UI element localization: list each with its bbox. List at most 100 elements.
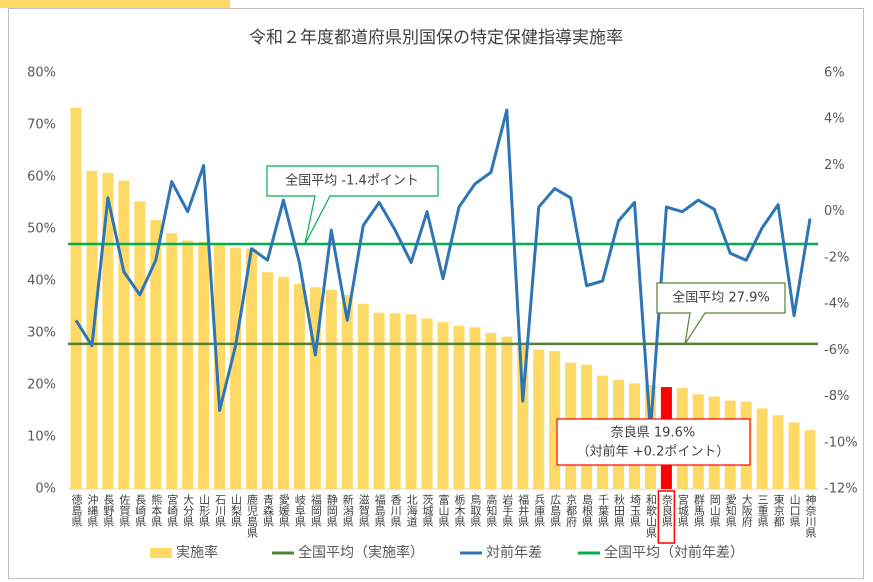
bar xyxy=(804,430,816,489)
x-tick-label: 茨城県 xyxy=(421,493,434,528)
x-tick-label: 広島県 xyxy=(549,494,562,528)
bar xyxy=(373,312,385,489)
x-tick-label: 栃木県 xyxy=(453,493,466,528)
bar xyxy=(437,322,449,489)
x-tick-label: 沖縄県 xyxy=(86,494,99,528)
x-tick-label: 長崎県 xyxy=(134,494,147,528)
y2-tick-label: 6% xyxy=(824,66,845,81)
legend-label: 全国平均（実施率） xyxy=(298,544,424,561)
bar xyxy=(277,276,289,489)
highlight-box xyxy=(657,490,676,544)
x-tick-label: 山形県 xyxy=(198,494,211,528)
y-tick-label: 70% xyxy=(27,118,56,133)
legend-swatch xyxy=(150,548,172,558)
y2-tick-label: -2% xyxy=(824,250,849,265)
x-tick-label: 北海道 xyxy=(405,494,418,527)
x-tick-label: 鹿児島県 xyxy=(246,493,259,539)
x-tick-label: 長野県 xyxy=(102,494,115,528)
x-tick-label: 奈良県 xyxy=(660,493,673,528)
x-tick-label: 岩手県 xyxy=(501,493,514,528)
annotation: 全国平均 27.9% xyxy=(672,290,769,306)
x-tick-label: 宮崎県 xyxy=(166,493,179,528)
y2-tick-label: -10% xyxy=(824,435,858,450)
x-tick-label: 静岡県 xyxy=(325,493,338,528)
bar xyxy=(469,327,481,489)
callout xyxy=(556,418,751,466)
bar xyxy=(549,351,561,489)
x-tick-label: 山梨県 xyxy=(230,494,243,528)
bar xyxy=(517,343,529,489)
legend-label: 実施率 xyxy=(176,544,218,561)
x-tick-label: 徳島県 xyxy=(70,494,83,528)
x-tick-label: 石川県 xyxy=(214,494,227,528)
bar xyxy=(166,233,178,489)
bar xyxy=(501,336,513,489)
bar xyxy=(246,248,258,489)
x-tick-label: 高知県 xyxy=(485,493,498,528)
x-tick-label: 愛知県 xyxy=(724,494,737,528)
y-tick-label: 30% xyxy=(27,326,56,341)
bar xyxy=(134,201,146,489)
x-tick-label: 島根県 xyxy=(581,493,594,528)
y2-tick-label: -8% xyxy=(824,389,849,404)
x-tick-label: 鳥取県 xyxy=(469,493,482,528)
x-tick-label: 富山県 xyxy=(437,493,450,528)
x-tick-label: 群馬県 xyxy=(692,493,705,528)
y2-tick-label: 4% xyxy=(824,112,845,127)
bar xyxy=(756,408,768,489)
x-tick-label: 宮城県 xyxy=(676,493,689,528)
annotation: （対前年 +0.2ポイント） xyxy=(577,444,730,460)
x-tick-label: 東京都 xyxy=(772,494,785,527)
bar xyxy=(198,242,210,489)
y-tick-label: 10% xyxy=(27,430,56,445)
annotation: 奈良県 19.6% xyxy=(611,425,695,441)
y2-tick-label: 0% xyxy=(824,204,845,219)
x-tick-label: 福岡県 xyxy=(309,493,322,528)
bar xyxy=(118,180,130,489)
y-tick-label: 50% xyxy=(27,222,56,237)
x-tick-label: 福島県 xyxy=(373,493,386,528)
annotation: 全国平均 -1.4ポイント xyxy=(285,173,419,189)
line xyxy=(74,108,812,433)
bar xyxy=(261,272,273,489)
x-tick-label: 大分県 xyxy=(182,493,195,528)
x-tick-label: 滋賀県 xyxy=(357,494,370,528)
bar xyxy=(341,295,353,489)
bar xyxy=(182,240,194,489)
legend-label: 対前年差 xyxy=(486,544,542,561)
y2-tick-label: -6% xyxy=(824,343,849,358)
x-tick-label: 香川県 xyxy=(389,494,402,528)
bar xyxy=(533,349,545,489)
bar xyxy=(357,303,369,489)
bar xyxy=(230,247,242,489)
chart-title: 令和２年度都道府県別国保の特定保健指導実施率 xyxy=(249,28,623,48)
bar xyxy=(309,287,321,489)
bar xyxy=(70,107,82,489)
x-tick-label: 秋田県 xyxy=(613,493,626,528)
bar xyxy=(485,333,497,489)
y2-tick-label: -4% xyxy=(824,297,849,312)
x-tick-label: 和歌山県 xyxy=(644,494,657,539)
legend-label: 全国平均（対前年差） xyxy=(604,544,744,561)
bar xyxy=(772,415,784,489)
y2-tick-label: 2% xyxy=(824,158,845,173)
x-tick-label: 佐賀県 xyxy=(118,493,131,528)
top-strip xyxy=(0,0,230,8)
x-tick-label: 埼玉県 xyxy=(628,493,641,528)
bar xyxy=(788,422,800,489)
bar xyxy=(405,314,417,489)
y-tick-label: 60% xyxy=(27,170,56,185)
x-tick-label: 神奈川県 xyxy=(804,493,817,539)
x-tick-label: 福井県 xyxy=(517,493,530,528)
x-tick-label: 新潟県 xyxy=(341,493,354,528)
bar xyxy=(214,245,226,489)
x-tick-label: 岡山県 xyxy=(708,494,721,528)
bar xyxy=(453,325,465,489)
y-tick-label: 20% xyxy=(27,378,56,393)
x-tick-label: 山口県 xyxy=(788,494,801,528)
y-tick-label: 40% xyxy=(27,274,56,289)
y-tick-label: 0% xyxy=(35,482,56,497)
bar xyxy=(293,284,305,489)
bar xyxy=(325,289,337,489)
x-tick-label: 京都府 xyxy=(565,493,578,528)
